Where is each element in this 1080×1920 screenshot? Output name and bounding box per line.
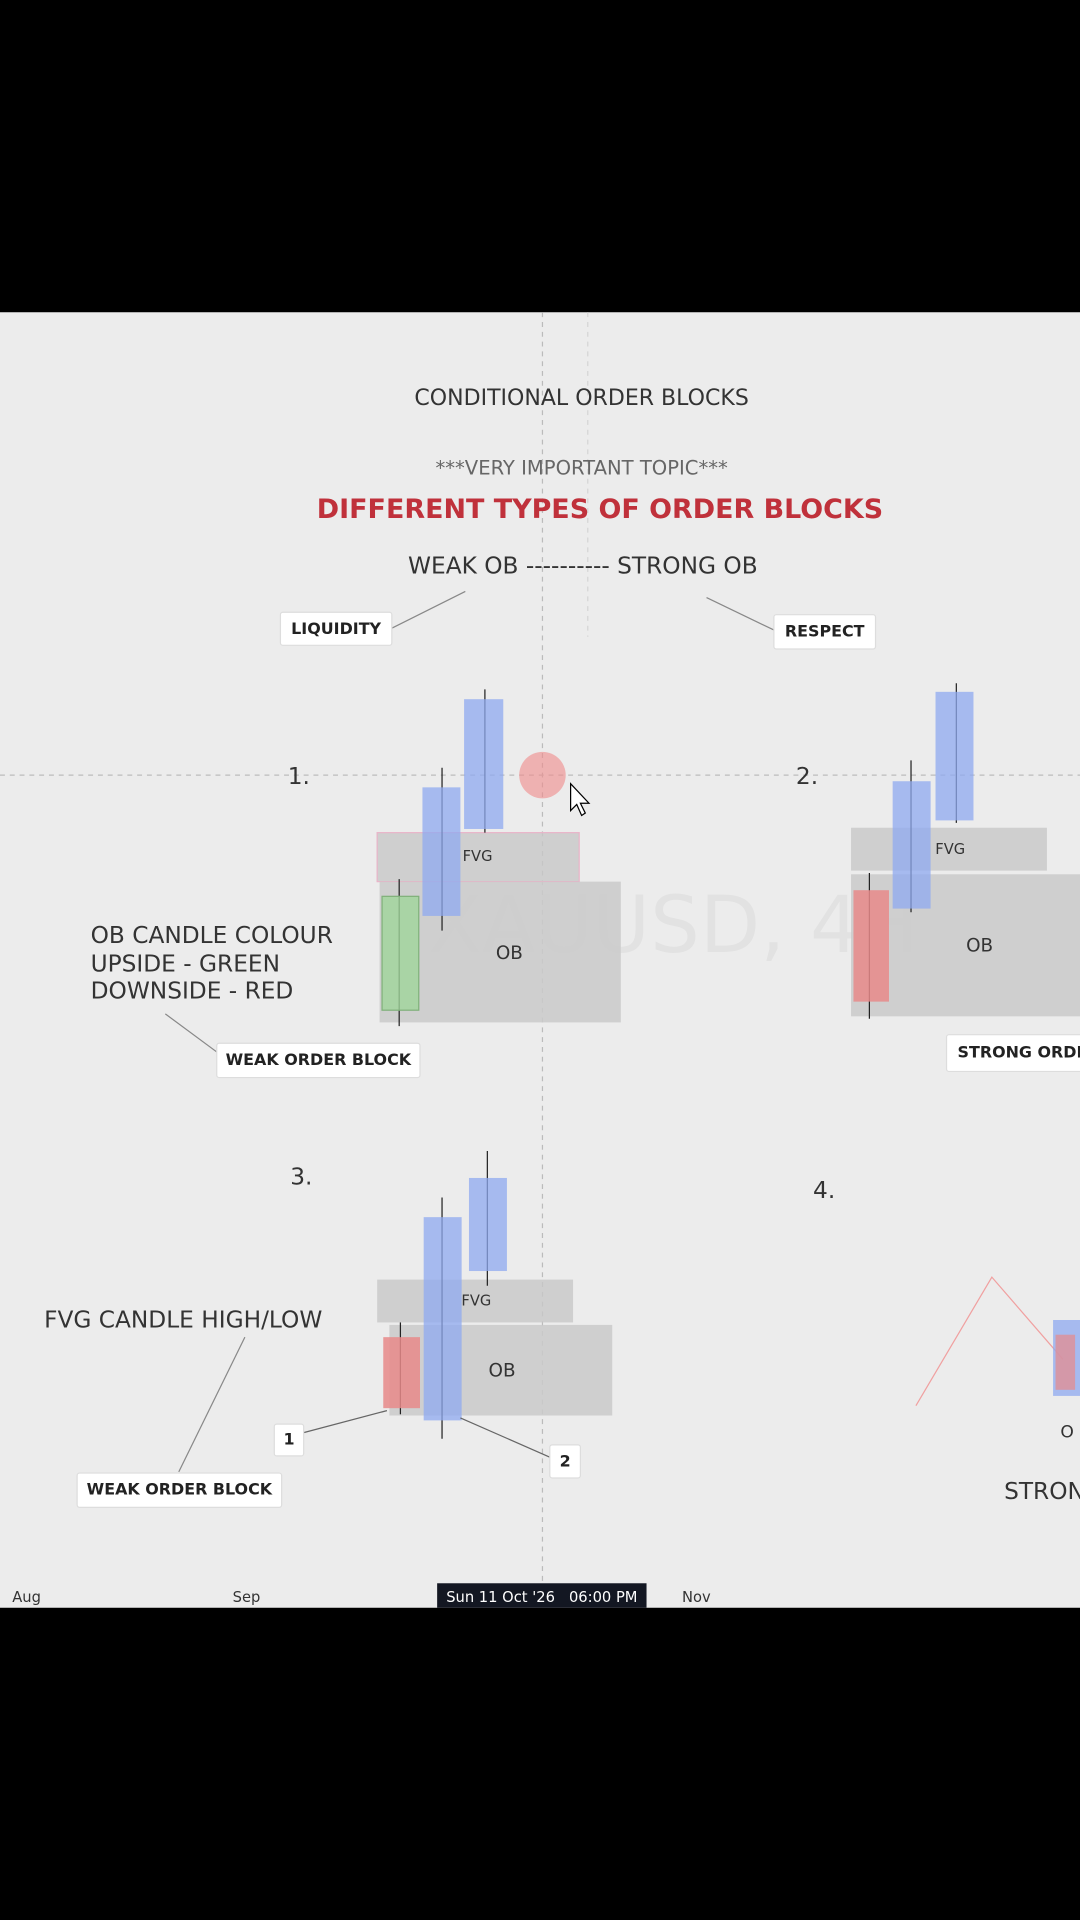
ob-label: O xyxy=(1060,1423,1073,1443)
candle xyxy=(383,1337,420,1409)
marker: 1 xyxy=(283,1430,294,1449)
click-indicator xyxy=(519,751,566,799)
callout-box xyxy=(279,611,393,646)
time-label: Aug xyxy=(12,1589,41,1606)
candle xyxy=(853,890,889,1002)
block-label: STRON xyxy=(1004,1478,1080,1505)
ob-label: OB xyxy=(496,943,523,964)
fvg-label: FVG xyxy=(461,1293,491,1310)
candle xyxy=(892,781,931,909)
time-label: Nov xyxy=(682,1589,711,1606)
scale: WEAK OB ---------- STRONG OB xyxy=(408,552,758,579)
ob-zone xyxy=(379,881,621,1023)
panel-number: 3. xyxy=(290,1163,312,1190)
label-box xyxy=(216,1042,421,1079)
candle xyxy=(381,895,420,1011)
note-line: DOWNSIDE - RED xyxy=(91,977,294,1004)
note: ***VERY IMPORTANT TOPIC*** xyxy=(435,456,728,479)
cursor-time: Sun 11 Oct '26 06:00 PM xyxy=(446,1589,637,1606)
ob-zone xyxy=(851,874,1080,1017)
marker: 2 xyxy=(560,1452,571,1471)
candle xyxy=(422,787,461,916)
connector xyxy=(178,1336,246,1473)
connector xyxy=(460,1417,551,1458)
label-box xyxy=(945,1034,1080,1073)
marker-box xyxy=(549,1444,582,1479)
candle xyxy=(935,691,974,821)
fvg-zone xyxy=(851,827,1047,871)
fvg-label: FVG xyxy=(935,841,965,858)
connector xyxy=(303,1410,388,1434)
marker-box xyxy=(273,1423,305,1457)
fvg-label: FVG xyxy=(463,848,493,865)
cursor-time-box xyxy=(437,1583,647,1608)
headline: DIFFERENT TYPES OF ORDER BLOCKS xyxy=(317,494,883,525)
time-label: Sep xyxy=(233,1589,261,1606)
note-line: FVG CANDLE HIGH/LOW xyxy=(44,1307,322,1334)
fvg-zone xyxy=(377,1279,574,1323)
cursor xyxy=(570,782,591,817)
note-line: OB CANDLE COLOUR xyxy=(91,922,333,949)
title: CONDITIONAL ORDER BLOCKS xyxy=(414,386,748,411)
candle xyxy=(464,699,504,829)
candle xyxy=(1055,1334,1076,1390)
path-sketch xyxy=(915,1276,1064,1407)
label-box xyxy=(76,1472,283,1508)
candle xyxy=(468,1177,507,1272)
connector xyxy=(706,596,776,632)
ob-label: OB xyxy=(966,936,993,957)
callout-box xyxy=(773,614,877,650)
fvg-zone xyxy=(376,832,580,883)
note-line: UPSIDE - GREEN xyxy=(91,950,280,977)
panel-number: 4. xyxy=(813,1177,835,1204)
callout: LIQUIDITY xyxy=(291,619,381,638)
block-label: STRONG ORDE xyxy=(958,1043,1080,1062)
callout: RESPECT xyxy=(785,621,865,640)
panel-number: 1. xyxy=(288,763,310,790)
panel-number: 2. xyxy=(796,763,818,790)
ob-label: OB xyxy=(489,1360,516,1381)
block-label: WEAK ORDER BLOCK xyxy=(226,1050,412,1069)
candle xyxy=(423,1217,462,1421)
connector xyxy=(391,590,466,629)
block-label: WEAK ORDER BLOCK xyxy=(87,1480,273,1499)
